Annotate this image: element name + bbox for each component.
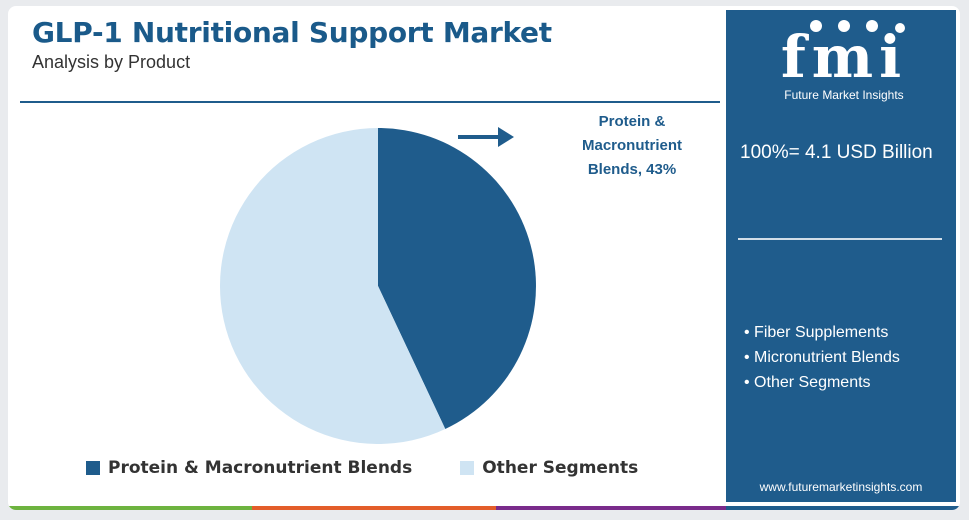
chart-title: GLP-1 Nutritional Support Market bbox=[32, 16, 552, 49]
callout-line: Protein & bbox=[598, 113, 666, 130]
list-item: • Fiber Supplements bbox=[744, 324, 889, 341]
brand-bar-segment bbox=[496, 506, 726, 510]
website-link[interactable]: www.futuremarketinsights.com bbox=[759, 480, 923, 494]
legend-label: Other Segments bbox=[482, 458, 639, 478]
legend-item-other: Other Segments bbox=[460, 458, 638, 478]
slice-callout-label: Protein & Macronutrient Blends, 43% bbox=[556, 110, 708, 182]
chart-legend: Protein & Macronutrient Blends Other Seg… bbox=[86, 458, 638, 478]
pie-slice-protein-macronutrient-blends[interactable] bbox=[378, 128, 536, 429]
sidebar-divider bbox=[738, 238, 942, 240]
info-sidebar: fmi Future Market Insights 100%= 4.1 USD… bbox=[726, 10, 956, 502]
people-icon bbox=[810, 20, 905, 33]
fmi-logo: fmi Future Market Insights bbox=[754, 16, 934, 106]
list-item: • Micronutrient Blends bbox=[744, 349, 900, 366]
brand-bar-segment bbox=[726, 506, 960, 510]
callout-line: Blends, 43% bbox=[587, 161, 677, 178]
pie-chart bbox=[219, 128, 536, 444]
brand-bar-segment bbox=[252, 506, 496, 510]
other-segments-list: • Fiber Supplements • Micronutrient Blen… bbox=[744, 320, 900, 395]
legend-swatch bbox=[86, 461, 100, 475]
list-item: • Other Segments bbox=[744, 374, 871, 391]
market-total: 100%= 4.1 USD Billion bbox=[740, 142, 933, 163]
logo-subtitle: Future Market Insights bbox=[784, 88, 904, 102]
header-divider bbox=[20, 101, 720, 103]
brand-bar-segment bbox=[8, 506, 252, 510]
brand-color-bar bbox=[8, 506, 960, 510]
chart-subtitle: Analysis by Product bbox=[32, 52, 191, 72]
arrow-right-icon bbox=[458, 127, 514, 147]
callout-line: Macronutrient bbox=[581, 137, 682, 154]
legend-label: Protein & Macronutrient Blends bbox=[108, 458, 413, 478]
legend-item-protein: Protein & Macronutrient Blends bbox=[86, 458, 412, 478]
pie-slice-other-segments[interactable] bbox=[219, 128, 446, 444]
report-card: GLP-1 Nutritional Support Market Analysi… bbox=[8, 6, 960, 510]
logo-wordmark: fmi bbox=[780, 23, 908, 91]
legend-swatch bbox=[460, 461, 475, 475]
